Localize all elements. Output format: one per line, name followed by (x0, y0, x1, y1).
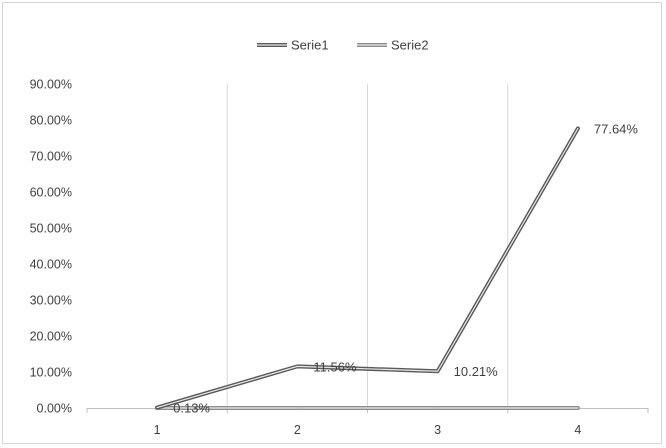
data-label-serie1-2: 11.56% (313, 359, 357, 374)
y-tick-label-5: 50.00% (30, 222, 72, 236)
y-tick-label-0: 0.00% (37, 402, 72, 416)
x-tick-label-4: 4 (574, 423, 581, 437)
legend-label-serie2: Serie2 (391, 38, 429, 53)
y-tick-label-3: 30.00% (30, 294, 72, 308)
x-tick-label-2: 2 (294, 423, 301, 437)
y-tick-label-9: 90.00% (30, 78, 72, 92)
y-tick-label-2: 20.00% (30, 330, 72, 344)
x-tick-label-1: 1 (154, 423, 161, 437)
data-label-serie1-3: 10.21% (454, 364, 499, 379)
x-tick-label-3: 3 (434, 423, 441, 437)
series-line-core-serie1 (156, 127, 579, 409)
y-tick-label-7: 70.00% (30, 150, 72, 164)
y-tick-label-1: 10.00% (30, 366, 72, 380)
y-tick-label-6: 60.00% (30, 186, 72, 200)
data-label-serie1-1: 0.13% (173, 401, 210, 416)
legend-label-serie1: Serie1 (291, 38, 329, 53)
y-tick-label-8: 80.00% (30, 114, 72, 128)
data-label-serie1-4: 77.64% (594, 121, 639, 136)
chart-border (2, 2, 662, 444)
y-tick-label-4: 40.00% (30, 258, 72, 272)
